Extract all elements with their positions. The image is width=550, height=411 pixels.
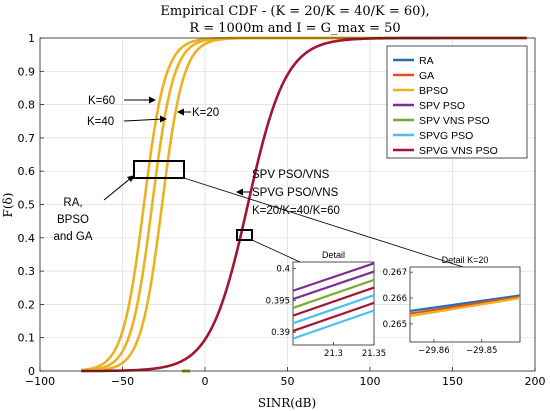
arrowhead-spv [236, 188, 243, 196]
connector-detail [251, 239, 301, 263]
inset-detail-k20: Detail K=20 −29.86 −29.85 0.267 0.266 0.265 [383, 255, 521, 356]
inset-x-tick-label: 21.35 [362, 349, 386, 359]
inset-line [409, 295, 521, 315]
y-tick-label: 0.8 [18, 99, 36, 112]
plot-frame [39, 37, 536, 372]
inset-y-tick-label: 0.39 [271, 328, 290, 338]
axis-ticks: −100 −50 0 50 100 150 200 0 0.1 0.2 0.3 0.4 0.5 0.6 0.… [18, 32, 546, 388]
inset-y-tick-label: 0.265 [383, 320, 407, 330]
inset-title: Detail K=20 [442, 255, 489, 265]
x-tick-label: 50 [281, 375, 295, 388]
inset-x-tick-label: −29.86 [418, 346, 449, 356]
legend-label: BPSO [419, 85, 448, 97]
inset-line [292, 309, 375, 340]
inset-line [409, 294, 521, 313]
legend-label: GA [419, 70, 434, 82]
legend-label: RA [419, 55, 434, 67]
x-tick-label: 200 [525, 375, 546, 388]
annotation-ra-line1: RA, [63, 197, 82, 209]
x-axis-label: SINR(dB) [258, 396, 316, 410]
legend: RA GA BPSO SPV PSO SPV VNS PSO SPVG PSO SPVG V… [386, 45, 528, 159]
inset-line [292, 294, 375, 325]
arrowhead-k20 [177, 108, 184, 116]
connector-k20 [183, 177, 464, 268]
inset-line [292, 270, 375, 301]
inset-line [292, 262, 375, 292]
y-tick-label: 0.5 [18, 199, 36, 212]
inset-detail: Detail 21.3 21.35 0.4 0.395 0.39 [266, 250, 387, 359]
inset-title: Detail [322, 250, 345, 260]
y-tick-label: 0.4 [18, 232, 36, 245]
y-tick-label: 0.6 [18, 165, 36, 178]
x-tick-label: 150 [442, 375, 463, 388]
annotation-k40: K=40 [87, 116, 114, 128]
inset-line [292, 278, 375, 310]
arrow-ra [103, 177, 132, 201]
zoom-box-detail [236, 229, 253, 241]
inset-y-tick-label: 0.266 [383, 294, 407, 304]
inset-line [292, 286, 375, 317]
inset-y-tick-label: 0.267 [383, 268, 407, 278]
x-tick-label: −50 [111, 375, 134, 388]
inset-x-tick-label: −29.85 [466, 346, 497, 356]
inset-line [292, 301, 375, 332]
y-tick-label: 0.9 [18, 65, 36, 78]
y-tick-label: 0.2 [18, 298, 36, 311]
legend-label: SPVG PSO [419, 130, 473, 142]
arrow-k40 [123, 118, 164, 122]
legend-label: SPV VNS PSO [419, 115, 490, 127]
legend-box [386, 45, 528, 159]
inset-y-tick-label: 0.4 [276, 264, 290, 274]
y-tick-label: 0 [28, 365, 35, 378]
zoom-box-k20 [133, 160, 185, 179]
inset-y-tick-label: 0.395 [266, 296, 290, 306]
chart-title-line1: Empirical CDF - (K = 20/K = 40/K = 60), [160, 4, 429, 19]
x-tick-label: −100 [25, 375, 55, 388]
y-tick-label: 1 [28, 32, 35, 45]
annotations: K=60 K=40 K=20 RA, BPSO and GA SPV PSO/V… [54, 95, 464, 268]
y-axis-label: F(δ) [1, 193, 15, 218]
x-tick-label: 0 [202, 375, 209, 388]
annotation-spv-line2: SPVG PSO/VNS [252, 187, 339, 199]
annotation-spv-line1: SPV PSO/VNS [252, 169, 330, 181]
legend-label: SPV PSO [419, 100, 465, 112]
y-tick-label: 0.7 [18, 132, 36, 145]
annotation-ra-line3: and GA [54, 231, 93, 243]
annotation-ra-line2: BPSO [57, 214, 89, 226]
inset-line [409, 296, 521, 318]
y-tick-label: 0.3 [18, 265, 36, 278]
arrowhead-k60 [149, 96, 156, 104]
x-tick-label: 100 [360, 375, 381, 388]
arrowhead-k40 [160, 115, 167, 123]
y-tick-label: 0.1 [18, 332, 36, 345]
annotation-spv-line3: K=20/K=40/K=60 [252, 205, 340, 217]
legend-label: SPVG VNS PSO [419, 145, 498, 157]
chart-title-line2: R = 1000m and I = G_max = 50 [189, 21, 400, 36]
annotation-k60: K=60 [88, 95, 115, 107]
annotation-k20: K=20 [192, 107, 219, 119]
inset-x-tick-label: 21.3 [324, 349, 343, 359]
